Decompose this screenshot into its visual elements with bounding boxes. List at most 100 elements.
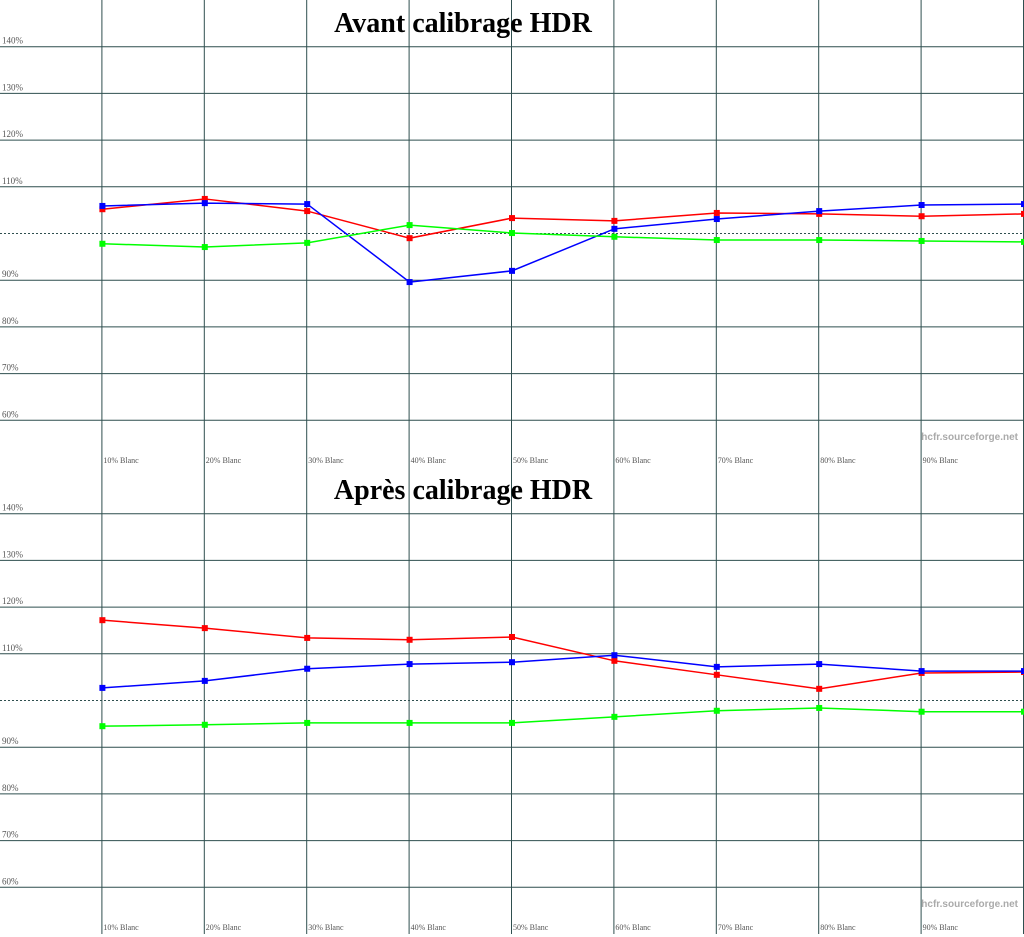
point-marker: [1021, 201, 1024, 208]
point-marker: [406, 719, 413, 726]
y-tick-label: 60%: [2, 876, 19, 886]
point-marker: [509, 267, 515, 274]
series-line: [102, 654, 1024, 689]
point-marker: [1021, 708, 1024, 715]
point-marker: [304, 634, 311, 641]
point-marker: [816, 208, 823, 215]
y-tick-label: 130%: [2, 82, 24, 92]
point-marker: [611, 217, 618, 224]
y-tick-label: 90%: [2, 736, 19, 746]
y-tick-label: 70%: [2, 363, 19, 373]
point-marker: [509, 633, 515, 640]
point-marker: [99, 684, 106, 691]
x-tick-label: 60% Blanc: [615, 923, 651, 932]
point-marker: [304, 208, 311, 215]
point-marker: [201, 195, 208, 202]
point-marker: [1021, 668, 1024, 675]
point-marker: [406, 279, 413, 286]
point-marker: [713, 671, 720, 678]
x-tick-label: 80% Blanc: [820, 456, 856, 465]
x-tick-label: 70% Blanc: [718, 456, 754, 465]
point-marker: [918, 202, 925, 209]
x-tick-label: 60% Blanc: [615, 456, 651, 465]
series-line: [102, 202, 1024, 283]
point-marker: [406, 235, 413, 242]
point-marker: [1021, 238, 1024, 245]
point-marker: [99, 617, 106, 624]
y-tick-label: 70%: [2, 830, 19, 840]
point-marker: [509, 659, 515, 666]
point-marker: [816, 685, 823, 692]
y-tick-label: 80%: [2, 783, 19, 793]
x-tick-label: 90% Blanc: [923, 923, 959, 932]
y-tick-label: 120%: [2, 596, 24, 606]
chart-title: Après calibrage HDR: [334, 475, 593, 506]
point-marker: [611, 713, 618, 720]
y-tick-label: 140%: [2, 503, 24, 513]
y-tick-label: 80%: [2, 316, 19, 326]
x-tick-label: 90% Blanc: [923, 456, 959, 465]
point-marker: [816, 237, 823, 244]
point-marker: [509, 215, 515, 222]
point-marker: [918, 668, 925, 675]
point-marker: [816, 661, 823, 668]
x-tick-label: 30% Blanc: [308, 456, 344, 465]
point-marker: [918, 213, 925, 220]
point-marker: [918, 708, 925, 715]
x-tick-label: 40% Blanc: [411, 456, 447, 465]
point-marker: [509, 230, 515, 237]
x-tick-label: 50% Blanc: [513, 456, 549, 465]
x-tick-label: 70% Blanc: [718, 923, 754, 932]
point-marker: [713, 663, 720, 670]
point-marker: [713, 237, 720, 244]
y-tick-label: 90%: [2, 269, 19, 279]
y-tick-label: 120%: [2, 129, 24, 139]
point-marker: [816, 704, 823, 711]
y-tick-label: 140%: [2, 36, 24, 46]
y-tick-label: 60%: [2, 409, 19, 419]
point-marker: [406, 222, 413, 229]
series-line: [102, 619, 1024, 690]
point-marker: [611, 225, 618, 232]
point-marker: [201, 721, 208, 728]
point-marker: [611, 652, 618, 659]
point-marker: [304, 719, 311, 726]
series-line: [102, 707, 1024, 727]
point-marker: [304, 239, 311, 246]
point-marker: [304, 201, 311, 208]
point-marker: [918, 237, 925, 244]
x-tick-label: 20% Blanc: [206, 923, 242, 932]
y-tick-label: 130%: [2, 549, 24, 559]
point-marker: [99, 723, 106, 730]
point-marker: [509, 719, 515, 726]
series-line: [102, 198, 1024, 239]
watermark: hcfr.sourceforge.net: [921, 899, 1018, 910]
point-marker: [201, 677, 208, 684]
point-marker: [713, 209, 720, 216]
x-tick-label: 10% Blanc: [103, 923, 139, 932]
point-marker: [201, 244, 208, 251]
point-marker: [201, 625, 208, 632]
point-marker: [611, 657, 618, 664]
point-marker: [713, 216, 720, 223]
point-marker: [611, 233, 618, 240]
x-tick-label: 10% Blanc: [103, 456, 139, 465]
point-marker: [1021, 210, 1024, 217]
y-tick-label: 110%: [2, 643, 23, 653]
point-marker: [304, 665, 311, 672]
x-tick-label: 40% Blanc: [411, 923, 447, 932]
y-tick-label: 110%: [2, 176, 23, 186]
watermark: hcfr.sourceforge.net: [921, 432, 1018, 443]
chart-title: Avant calibrage HDR: [334, 8, 592, 39]
x-tick-label: 80% Blanc: [820, 923, 856, 932]
point-marker: [406, 636, 413, 643]
series-line: [102, 224, 1024, 248]
x-tick-label: 50% Blanc: [513, 923, 549, 932]
x-tick-label: 20% Blanc: [206, 456, 242, 465]
point-marker: [99, 202, 106, 209]
point-marker: [201, 200, 208, 207]
point-marker: [99, 240, 106, 247]
x-tick-label: 30% Blanc: [308, 923, 344, 932]
